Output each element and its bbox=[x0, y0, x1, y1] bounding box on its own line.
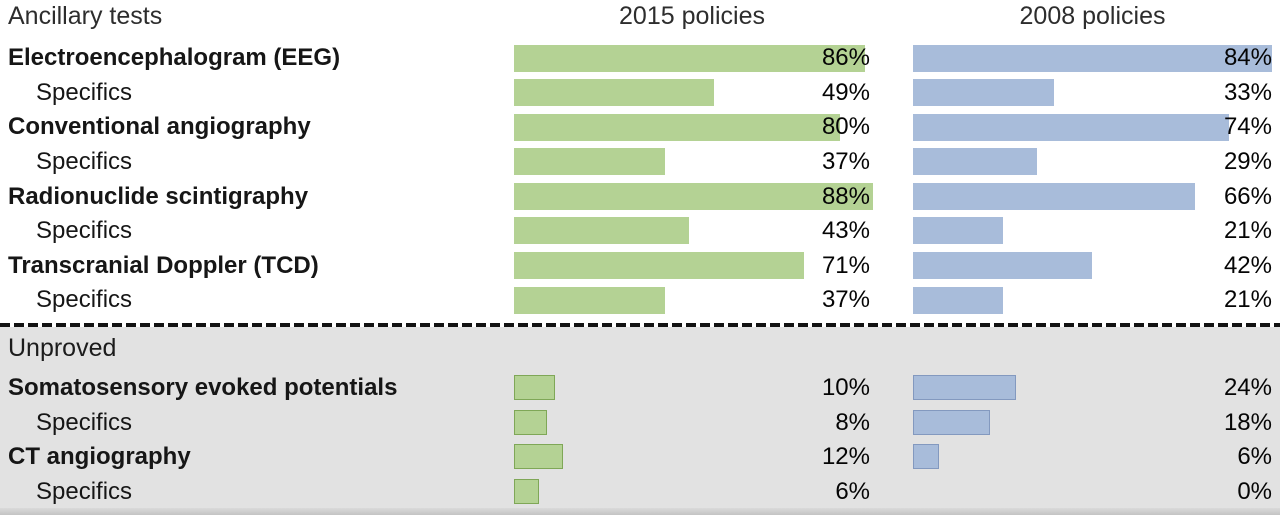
unproved-section-label: Unproved bbox=[8, 334, 117, 363]
value-2015-policies: 49% bbox=[821, 78, 870, 106]
value-2008-policies: 6% bbox=[1237, 443, 1272, 471]
bar-2015-policies bbox=[514, 217, 690, 245]
value-2015-policies: 71% bbox=[821, 251, 870, 279]
bar-2015-policies bbox=[514, 286, 665, 314]
chart-header-row: Ancillary tests 2015 policies 2008 polic… bbox=[0, 0, 1280, 41]
value-2015-policies: 37% bbox=[821, 148, 870, 176]
row-label: Electroencephalogram (EEG) bbox=[8, 44, 341, 72]
value-2015-policies: 6% bbox=[835, 477, 870, 505]
row-label: Somatosensory evoked potentials bbox=[8, 374, 398, 402]
unproved-rows: Somatosensory evoked potentials 10% 24% Spe… bbox=[0, 371, 1280, 509]
value-2015-policies: 37% bbox=[821, 286, 870, 314]
value-2008-policies: 66% bbox=[1223, 182, 1272, 210]
value-2015-policies: 10% bbox=[821, 374, 870, 402]
bar-2015-policies bbox=[514, 375, 555, 401]
value-2008-policies: 0% bbox=[1237, 477, 1272, 505]
value-2008-policies: 33% bbox=[1223, 78, 1272, 106]
row-label: CT angiography bbox=[8, 443, 191, 471]
bar-2008-policies bbox=[913, 252, 1093, 280]
bottom-edge-shading bbox=[0, 508, 1280, 515]
bar-2015-policies bbox=[514, 182, 873, 210]
value-2015-policies: 8% bbox=[835, 408, 870, 436]
value-2015-policies: 12% bbox=[821, 443, 870, 471]
row-label: Specifics bbox=[36, 477, 133, 505]
value-2008-policies: 84% bbox=[1223, 44, 1272, 72]
value-2008-policies: 29% bbox=[1223, 148, 1272, 176]
bar-2015-policies bbox=[514, 79, 714, 107]
chart-row: Specifics 43% 21% bbox=[0, 214, 1280, 249]
bar-2008-policies bbox=[913, 286, 1003, 314]
bar-2008-policies bbox=[913, 113, 1229, 141]
bar-2008-policies bbox=[913, 79, 1054, 107]
bar-2015-policies bbox=[514, 148, 665, 176]
chart-row: Electroencephalogram (EEG) 86% 84% bbox=[0, 41, 1280, 76]
value-2015-policies: 80% bbox=[821, 113, 870, 141]
row-label: Transcranial Doppler (TCD) bbox=[8, 251, 319, 279]
proved-tests-section: Electroencephalogram (EEG) 86% 84% Specific… bbox=[0, 41, 1280, 318]
chart-row: Radionuclide scintigraphy 88% 66% bbox=[0, 179, 1280, 214]
column-header-2015-policies: 2015 policies bbox=[619, 2, 765, 30]
value-2008-policies: 18% bbox=[1223, 408, 1272, 436]
bar-2008-policies bbox=[913, 182, 1195, 210]
value-2008-policies: 21% bbox=[1223, 286, 1272, 314]
bar-2015-policies bbox=[514, 444, 563, 470]
chart-row: Specifics 8% 18% bbox=[0, 405, 1280, 440]
row-label: Specifics bbox=[36, 78, 133, 106]
bar-2015-policies bbox=[514, 409, 547, 435]
bar-2008-policies bbox=[913, 444, 939, 470]
chart-row: Transcranial Doppler (TCD) 71% 42% bbox=[0, 249, 1280, 284]
column-header-2008-policies: 2008 policies bbox=[1019, 2, 1166, 30]
row-label: Specifics bbox=[36, 286, 133, 314]
bar-2015-policies bbox=[514, 44, 865, 72]
dashed-divider bbox=[0, 322, 1280, 327]
value-2008-policies: 21% bbox=[1223, 217, 1272, 245]
unproved-tests-section: Unproved Somatosensory evoked potentials… bbox=[0, 326, 1280, 515]
chart-row: Conventional angiography 80% 74% bbox=[0, 110, 1280, 145]
chart-row: Somatosensory evoked potentials 10% 24% bbox=[0, 371, 1280, 406]
chart-row: Specifics 49% 33% bbox=[0, 76, 1280, 111]
row-label: Conventional angiography bbox=[8, 113, 311, 141]
chart-title: Ancillary tests bbox=[8, 2, 163, 30]
bar-2008-policies bbox=[913, 217, 1003, 245]
value-2008-policies: 42% bbox=[1223, 251, 1272, 279]
bar-2015-policies bbox=[514, 479, 539, 505]
value-2008-policies: 74% bbox=[1223, 113, 1272, 141]
bar-2008-policies bbox=[913, 375, 1016, 401]
row-label: Specifics bbox=[36, 408, 133, 436]
row-label: Specifics bbox=[36, 148, 133, 176]
bar-2008-policies bbox=[913, 409, 990, 435]
row-label: Radionuclide scintigraphy bbox=[8, 182, 309, 210]
row-label: Specifics bbox=[36, 217, 133, 245]
value-2015-policies: 43% bbox=[821, 217, 870, 245]
bar-2008-policies bbox=[913, 148, 1037, 176]
bar-2015-policies bbox=[514, 113, 841, 141]
value-2008-policies: 24% bbox=[1223, 374, 1272, 402]
chart-row: CT angiography 12% 6% bbox=[0, 440, 1280, 475]
value-2015-policies: 86% bbox=[821, 44, 870, 72]
chart-row: Specifics 37% 29% bbox=[0, 145, 1280, 180]
bar-2008-policies bbox=[913, 44, 1272, 72]
chart-row: Specifics 6% 0% bbox=[0, 475, 1280, 510]
chart-row: Specifics 37% 21% bbox=[0, 283, 1280, 318]
bar-2015-policies bbox=[514, 252, 804, 280]
value-2015-policies: 88% bbox=[821, 182, 870, 210]
